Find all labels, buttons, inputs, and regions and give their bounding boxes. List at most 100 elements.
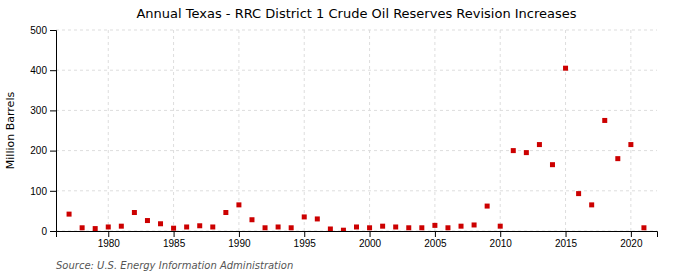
- point: [106, 224, 111, 229]
- grid-line-y: [56, 30, 657, 31]
- point: [393, 224, 398, 229]
- x-axis-tick-mark: [304, 231, 305, 237]
- x-axis-tick-label: 1990: [228, 238, 251, 249]
- x-axis-tick-label: 1980: [98, 238, 121, 249]
- point: [132, 210, 137, 215]
- y-axis-title: Million Barrels: [4, 92, 17, 170]
- grid-line-x: [108, 30, 109, 231]
- x-axis-tick-label: 1995: [294, 238, 317, 249]
- point: [328, 226, 333, 231]
- point: [380, 224, 385, 229]
- point: [459, 224, 464, 229]
- y-axis-tick-label: 500: [30, 25, 47, 36]
- x-axis-tick-label: 2000: [359, 238, 382, 249]
- x-axis-tick-label: 2005: [424, 238, 447, 249]
- point: [537, 142, 542, 147]
- point: [628, 142, 633, 147]
- x-axis-tick: 2020: [620, 231, 643, 249]
- point: [602, 118, 607, 123]
- point: [524, 150, 529, 155]
- point: [263, 225, 268, 230]
- y-axis-tick: 300: [30, 105, 56, 116]
- x-axis-tick: 1980: [98, 231, 121, 249]
- point: [354, 224, 359, 229]
- grid-line-x: [500, 30, 501, 231]
- point: [276, 224, 281, 229]
- x-axis-tick: 1995: [294, 231, 317, 249]
- point: [197, 223, 202, 228]
- y-axis-tick: 100: [30, 186, 56, 197]
- y-axis-tick-mark: [50, 151, 56, 152]
- chart: 1980 1985 1990 1995 2000 2005 2010 2015 2020 0 100…: [0, 0, 675, 275]
- point: [184, 224, 189, 229]
- point: [445, 225, 450, 230]
- x-axis-tick: 2015: [555, 231, 578, 249]
- point: [563, 66, 568, 71]
- grid-line-x: [173, 30, 174, 231]
- point: [367, 225, 372, 230]
- y-axis-tick-label: 0: [41, 226, 47, 237]
- y-axis-tick-mark: [50, 70, 56, 71]
- x-axis-tick-mark: [239, 231, 240, 237]
- point: [145, 218, 150, 223]
- point: [80, 225, 85, 230]
- grid-line-x: [565, 30, 566, 231]
- x-axis-tick-mark: [370, 231, 371, 237]
- point: [289, 225, 294, 230]
- point: [171, 226, 176, 231]
- point: [158, 221, 163, 226]
- grid: [56, 30, 657, 231]
- y-axis-tick-label: 400: [30, 65, 47, 76]
- x-axis-tick: 1985: [163, 231, 186, 249]
- point: [406, 225, 411, 230]
- x-axis-tick-label: 1985: [163, 238, 186, 249]
- y-axis-tick-label: 200: [30, 145, 47, 156]
- y-axis-tick: 0: [41, 226, 56, 237]
- point: [550, 162, 555, 167]
- x-axis-tick-mark: [108, 231, 109, 237]
- y-axis-tick: 400: [30, 65, 56, 76]
- plot: 1980 1985 1990 1995 2000 2005 2010 2015 2020 0 100…: [30, 25, 657, 249]
- y-axis-line: [50, 31, 57, 232]
- x-axis-tick-mark: [500, 231, 501, 237]
- x-axis-tick: 1990: [228, 231, 251, 249]
- point: [302, 214, 307, 219]
- grid-line-x: [369, 30, 370, 231]
- y-axis-tick-mark: [50, 191, 56, 192]
- point: [67, 212, 72, 217]
- x-axis-tick-mark: [566, 231, 567, 237]
- x-axis-tick-mark: [174, 231, 175, 237]
- y-axis-tick-label: 300: [30, 105, 47, 116]
- point: [249, 217, 254, 222]
- points: [67, 66, 647, 231]
- grid-line-x: [238, 30, 239, 231]
- point: [223, 210, 228, 215]
- point: [511, 148, 516, 153]
- grid-line-x: [434, 30, 435, 231]
- grid-line-x: [304, 30, 305, 231]
- grid-line-x: [630, 30, 631, 231]
- x-axis-tick-label: 2015: [555, 238, 578, 249]
- point: [119, 224, 124, 229]
- x-axis: 1980 1985 1990 1995 2000 2005 2010 2015 2020: [57, 231, 658, 249]
- title: Annual Texas - RRC District 1 Crude Oil …: [136, 6, 576, 21]
- x-axis-tick: 2005: [424, 231, 447, 249]
- x-axis-tick-mark: [435, 231, 436, 237]
- x-axis-tick: 2000: [359, 231, 382, 249]
- point: [498, 224, 503, 229]
- y-axis: 0 100 200 300 400 500: [30, 25, 56, 237]
- x-axis-line: [57, 232, 658, 238]
- point: [236, 202, 241, 207]
- point: [432, 223, 437, 228]
- point: [589, 202, 594, 207]
- point: [472, 222, 477, 227]
- grid-line-y: [56, 110, 657, 111]
- x-axis-tick-mark: [631, 231, 632, 237]
- point: [341, 228, 346, 231]
- x-axis-tick: 2010: [490, 231, 513, 249]
- source-note: Source: U.S. Energy Information Administ…: [56, 260, 293, 271]
- point: [419, 225, 424, 230]
- point: [641, 225, 646, 230]
- y-axis-tick-label: 100: [30, 186, 47, 197]
- point: [210, 224, 215, 229]
